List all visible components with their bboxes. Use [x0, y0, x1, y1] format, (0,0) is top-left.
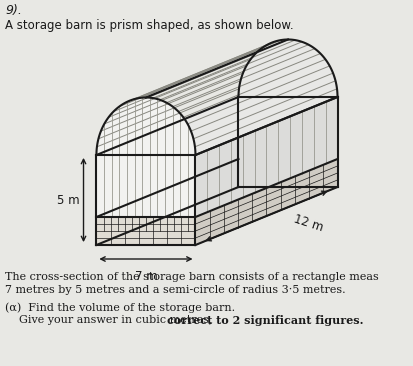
- Polygon shape: [96, 217, 195, 245]
- Text: 9).: 9).: [5, 4, 22, 17]
- Polygon shape: [195, 159, 337, 245]
- Text: 12 m: 12 m: [292, 212, 324, 234]
- Polygon shape: [96, 155, 195, 245]
- Polygon shape: [96, 40, 337, 155]
- Text: The cross-section of the storage barn consists of a rectangle meas: The cross-section of the storage barn co…: [5, 272, 378, 282]
- Text: 7 metres by 5 metres and a semi-circle of radius 3·5 metres.: 7 metres by 5 metres and a semi-circle o…: [5, 285, 345, 295]
- Text: Give your answer in cubic metres,: Give your answer in cubic metres,: [19, 315, 215, 325]
- Text: 5 m: 5 m: [57, 194, 80, 206]
- Text: A storage barn is prism shaped, as shown below.: A storage barn is prism shaped, as shown…: [5, 19, 293, 32]
- Text: correct to 2 significant figures.: correct to 2 significant figures.: [166, 315, 363, 326]
- Polygon shape: [195, 97, 337, 245]
- Text: 7 m: 7 m: [134, 270, 157, 283]
- Polygon shape: [96, 97, 195, 155]
- Text: (α)  Find the volume of the storage barn.: (α) Find the volume of the storage barn.: [5, 302, 235, 313]
